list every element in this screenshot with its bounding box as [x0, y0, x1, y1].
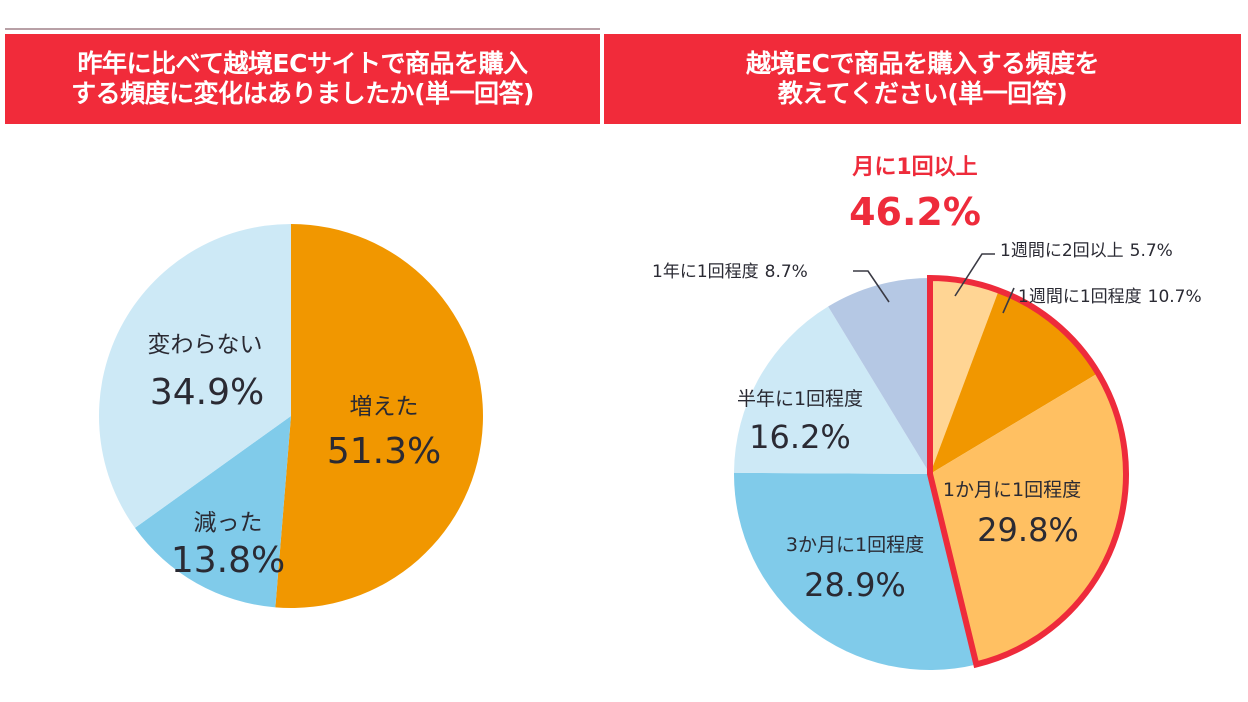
right-pie-slice-5	[828, 278, 930, 474]
callout-label-weekly: 1週間に1回程度 10.7%	[1018, 287, 1202, 307]
highlight-value: 46.2%	[849, 190, 981, 234]
callout-twice-weekly-value: 5.7%	[1130, 241, 1173, 261]
left-top-rule	[5, 28, 600, 30]
left-title-line-2: する頻度に変化はありましたか(単一回答)	[71, 79, 534, 108]
slice-value-semiannual: 16.2%	[749, 418, 851, 456]
pie-chart-purchase-frequency	[733, 278, 1127, 671]
slice-value-increased: 51.3%	[327, 431, 441, 472]
slice-value-monthly: 29.8%	[977, 511, 1079, 549]
left-pie-slice-0	[275, 224, 483, 608]
leader-line-twice-weekly	[954, 253, 995, 297]
left-pie-slice-2	[98, 224, 292, 528]
callout-label-yearly: 1年に1回程度 8.7%	[652, 262, 808, 282]
callout-yearly-name: 1年に1回程度	[652, 262, 759, 282]
left-title-line-1: 昨年に比べて越境ECサイトで商品を購入	[77, 49, 528, 78]
monthly-or-more-highlight-outline	[927, 274, 1129, 669]
right-pie-slice-2	[930, 373, 1127, 665]
left-pie-slice-1	[134, 416, 291, 608]
right-title-line-2: 教えてください(単一回答)	[777, 79, 1068, 108]
callout-label-twice-weekly: 1週間に2回以上 5.7%	[1000, 241, 1173, 261]
callout-weekly-name: 1週間に1回程度	[1018, 287, 1142, 307]
right-pie-slice-0	[930, 278, 999, 474]
right-pie-labels: 月に1回以上 46.2% 1か月に1回程度 29.8% 3か月に1回程度 28.…	[652, 155, 1202, 604]
right-title-line-1: 越境ECで商品を購入する頻度を	[746, 49, 1099, 78]
right-chart-title: 越境ECで商品を購入する頻度を 教えてください(単一回答)	[604, 34, 1241, 124]
callout-weekly-value: 10.7%	[1148, 287, 1202, 307]
slice-label-monthly: 1か月に1回程度	[943, 479, 1081, 501]
leader-line-weekly	[1002, 287, 1015, 314]
right-pie-slice-1	[930, 290, 1099, 474]
slice-label-increased: 増えた	[350, 394, 419, 420]
slice-value-unchanged: 34.9%	[150, 372, 264, 413]
left-chart-title: 昨年に比べて越境ECサイトで商品を購入 する頻度に変化はありましたか(単一回答)	[5, 34, 600, 124]
slice-label-quarterly: 3か月に1回程度	[786, 534, 924, 556]
callout-twice-weekly-name: 1週間に2回以上	[1000, 241, 1124, 261]
slice-value-decreased: 13.8%	[171, 540, 285, 581]
callout-yearly-value: 8.7%	[765, 262, 808, 282]
slice-value-quarterly: 28.9%	[804, 566, 906, 604]
left-pie-labels: 増えた 51.3% 変わらない 34.9% 減った 13.8%	[148, 332, 442, 581]
right-pie-slice-4	[734, 306, 930, 474]
right-pie-slice-3	[733, 472, 977, 671]
leader-line-yearly	[853, 270, 890, 303]
slice-label-unchanged: 変わらない	[148, 332, 263, 358]
slice-label-semiannual: 半年に1回程度	[737, 388, 863, 410]
pie-chart-purchase-change	[98, 224, 483, 608]
slice-label-decreased: 減った	[194, 510, 263, 536]
highlight-label: 月に1回以上	[851, 155, 977, 180]
